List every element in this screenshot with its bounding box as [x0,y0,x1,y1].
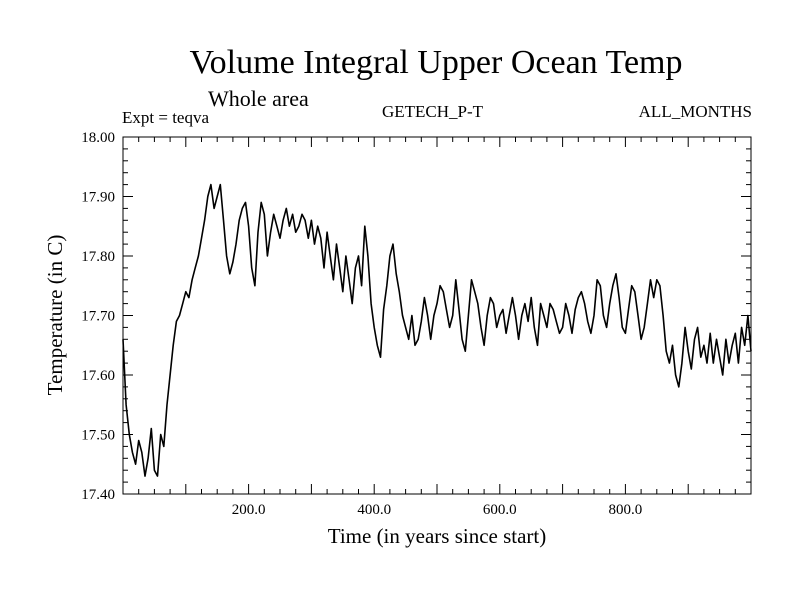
x-axis-label: Time (in years since start) [328,524,547,548]
y-tick-label: 17.50 [81,428,115,444]
axis-tick-labels: 200.0 400.0 600.0 800.0 17.40 17.50 17.60 17.70… [81,130,642,518]
dataset-label: GETECH_P-T [382,102,484,121]
x-tick-label: 800.0 [609,502,643,518]
y-tick-label: 17.90 [81,190,115,206]
months-label: ALL_MONTHS [638,102,752,121]
x-tick-label: 200.0 [232,502,266,518]
temperature-series-line [122,183,752,477]
y-tick-label: 17.70 [81,309,115,325]
axis-ticks [123,137,751,494]
experiment-label: Expt = teqva [122,108,210,127]
y-tick-label: 17.80 [81,249,115,265]
y-axis-label: Temperature (in C) [43,235,67,396]
x-tick-label: 600.0 [483,502,517,518]
x-tick-label: 400.0 [357,502,391,518]
chart-subtitle: Whole area [208,86,309,111]
y-tick-label: 18.00 [81,130,115,146]
y-tick-label: 17.60 [81,368,115,384]
plot-frame [122,136,752,495]
chart-title: Volume Integral Upper Ocean Temp [189,44,683,81]
y-tick-label: 17.40 [81,487,115,503]
